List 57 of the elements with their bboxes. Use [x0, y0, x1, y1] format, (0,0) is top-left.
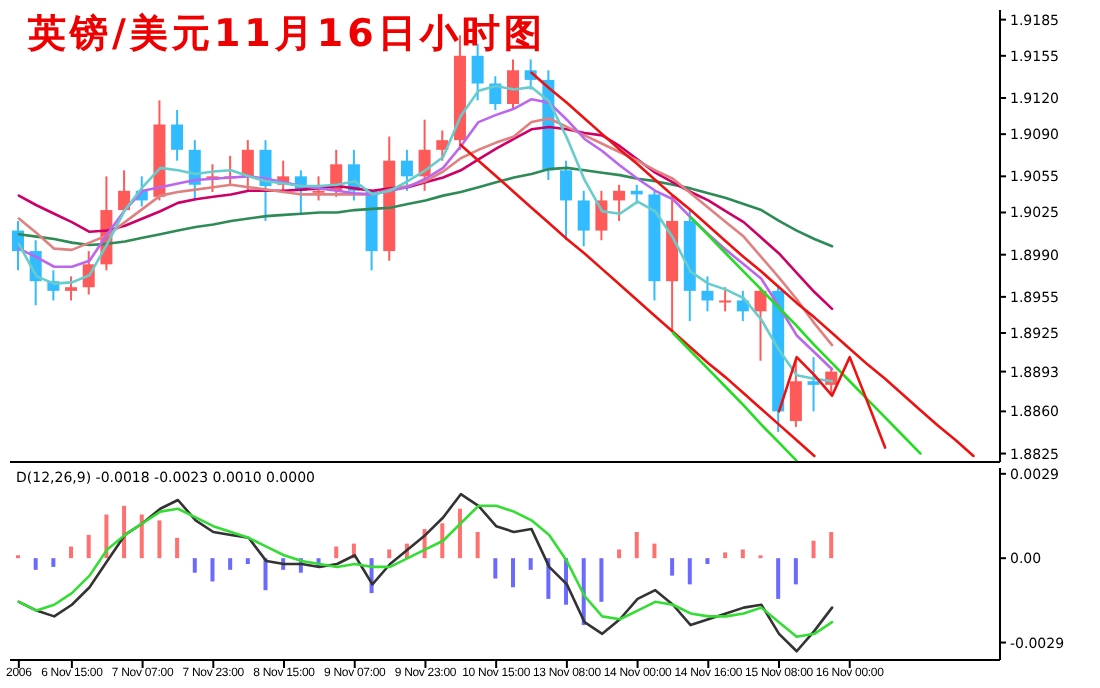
bar [617, 549, 622, 559]
bar [811, 540, 816, 559]
bar [599, 558, 604, 602]
bar [457, 508, 462, 559]
line-series [17, 125, 834, 311]
line-series [671, 331, 798, 462]
bar [334, 546, 339, 559]
candlestick [400, 148, 413, 192]
bar [122, 505, 127, 559]
bar [705, 558, 710, 564]
bar [210, 558, 215, 582]
candlestick [507, 58, 519, 112]
bar [440, 523, 445, 559]
bar [33, 558, 38, 570]
candlestick [789, 359, 802, 429]
candlestick [241, 139, 254, 194]
candlestick [171, 109, 184, 162]
bar [528, 558, 533, 570]
candlestick [436, 129, 449, 162]
candlestick [312, 175, 325, 202]
bar [475, 532, 480, 559]
bar [51, 558, 56, 567]
candlestick [65, 275, 78, 302]
bar [387, 549, 392, 559]
bar [723, 552, 728, 559]
candlestick [701, 275, 714, 313]
bar [687, 558, 692, 585]
candlestick [754, 286, 767, 362]
bar [829, 532, 834, 559]
candlestick [807, 356, 820, 413]
candlestick [613, 183, 626, 222]
bar [793, 558, 798, 585]
bar [634, 532, 639, 559]
line-series [459, 143, 816, 458]
bar [776, 558, 781, 599]
bar [69, 546, 74, 559]
bar [228, 558, 233, 570]
candlestick [577, 189, 590, 248]
bar [245, 558, 250, 564]
bar [740, 549, 745, 559]
bar [157, 520, 162, 559]
bar [86, 534, 91, 559]
bar [493, 558, 498, 579]
bar [511, 558, 515, 588]
bar [139, 514, 144, 559]
candlestick [736, 289, 749, 322]
bar [192, 558, 197, 573]
bar [670, 558, 675, 576]
bar [652, 543, 657, 559]
bar [175, 537, 180, 559]
line-series [17, 504, 834, 639]
line-series [777, 355, 887, 449]
line-series [689, 216, 922, 455]
candlestick [560, 159, 573, 242]
line-series [17, 117, 834, 347]
candlestick [719, 286, 732, 313]
chart-title: 英镑/美元11月16日小时图 [28, 10, 546, 60]
